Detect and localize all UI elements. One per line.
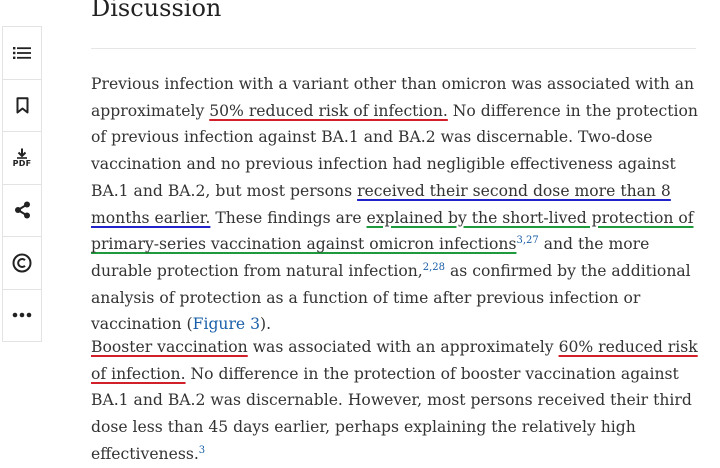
annotated-phrase-red: 60% reduced risk of infection. (91, 338, 698, 383)
text-span: was associated with an approximately (247, 338, 559, 356)
copyright-icon (12, 253, 32, 273)
bookmark-button[interactable] (3, 80, 41, 132)
article-tools-sidebar: PDF (2, 26, 42, 342)
citation-link[interactable]: 3 (198, 444, 206, 456)
text-span: ). (260, 315, 272, 334)
text-span: and the more durable protection from nat… (91, 235, 650, 280)
outline-button[interactable] (3, 27, 41, 80)
discussion-paragraph-1: Previous infection with a variant other … (91, 71, 703, 338)
copyright-button[interactable] (3, 237, 41, 290)
more-icon (12, 312, 32, 318)
citation-link[interactable]: 2,28 (422, 261, 445, 273)
text-span: No difference in the protection of boost… (91, 364, 692, 463)
pdf-label: PDF (12, 158, 32, 168)
section-heading: Discussion (91, 0, 222, 22)
text-span: Previous infection with a variant other … (91, 75, 695, 120)
figure-link[interactable]: Figure 3 (192, 315, 261, 334)
text-span: No difference in the protection of previ… (91, 101, 698, 200)
share-icon (14, 201, 30, 219)
citation-link[interactable]: 3,27 (516, 235, 539, 247)
pdf-download-button[interactable]: PDF (3, 132, 41, 185)
annotated-phrase-red: 50% reduced risk of infection. (209, 101, 448, 120)
share-button[interactable] (3, 185, 41, 237)
more-options-button[interactable] (3, 290, 41, 342)
annotated-phrase-green: explained by the short-lived protection … (91, 208, 694, 254)
list-icon (13, 46, 31, 59)
text-span: as confirmed by the additional analysis … (91, 261, 691, 334)
text-span: These findings are (210, 208, 367, 227)
annotated-phrase-red: Booster vaccination (91, 338, 248, 356)
annotated-phrase-blue: received their second dose more than 8 m… (91, 181, 671, 227)
discussion-paragraph-2: Booster vaccination was associated with … (91, 334, 703, 468)
bookmark-icon (16, 96, 28, 114)
section-divider (91, 48, 696, 49)
download-icon (17, 148, 27, 159)
